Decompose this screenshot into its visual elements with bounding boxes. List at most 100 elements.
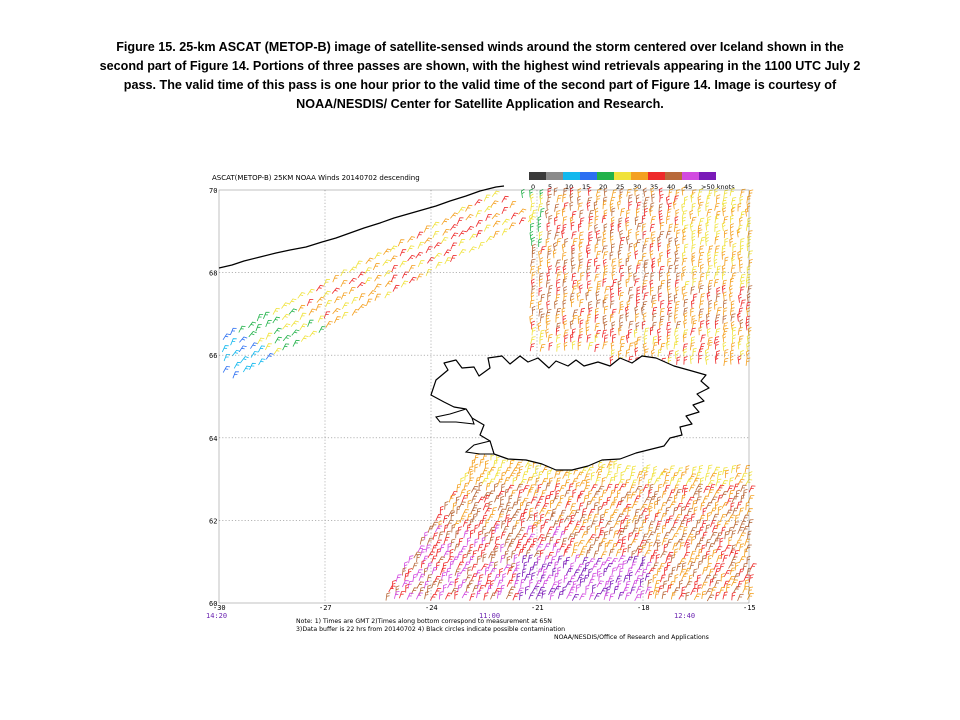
wind-barb xyxy=(272,316,280,324)
wind-barb xyxy=(663,532,671,540)
wind-barb xyxy=(538,231,543,240)
wind-barb xyxy=(512,476,517,486)
wind-barb xyxy=(548,342,553,351)
wind-barb xyxy=(613,530,619,539)
wind-barb xyxy=(556,224,561,234)
wind-barb xyxy=(708,189,714,198)
wind-barb xyxy=(506,532,514,540)
wind-barb xyxy=(400,280,409,288)
legend-swatch xyxy=(597,172,614,180)
wind-barb xyxy=(625,257,630,267)
wind-barb xyxy=(738,556,746,564)
wind-barb xyxy=(573,569,581,577)
wind-barb xyxy=(465,214,474,221)
wind-barb xyxy=(471,563,478,572)
wind-barb xyxy=(747,217,752,226)
wind-barb xyxy=(531,305,536,315)
wind-barb xyxy=(494,495,501,503)
wind-barb xyxy=(739,216,743,226)
wind-barb xyxy=(603,567,608,576)
wind-barb xyxy=(667,306,673,316)
wind-barb xyxy=(449,560,455,569)
wind-barb xyxy=(521,544,527,552)
wind-barb xyxy=(615,575,622,583)
wind-barb xyxy=(698,201,704,210)
wind-barb xyxy=(744,579,750,588)
wind-barb xyxy=(716,520,722,530)
wind-barb xyxy=(654,525,661,534)
wind-barb xyxy=(323,311,331,319)
wind-barb xyxy=(579,593,587,601)
wind-barb xyxy=(307,288,315,296)
wind-barb xyxy=(702,495,709,503)
wind-barb xyxy=(500,531,507,540)
wind-barb xyxy=(657,483,663,493)
wind-barb xyxy=(722,279,727,288)
wind-barb xyxy=(618,326,622,336)
wind-barb xyxy=(316,284,324,292)
wind-barb xyxy=(435,514,443,522)
wind-barb xyxy=(595,291,600,301)
wind-barb xyxy=(535,543,544,551)
wind-barb xyxy=(735,489,741,499)
wind-barb xyxy=(539,574,546,583)
wind-barb xyxy=(561,229,565,239)
wind-barb xyxy=(728,477,734,486)
wind-barb xyxy=(698,258,703,268)
wind-barb xyxy=(716,555,723,563)
wind-barb xyxy=(685,581,693,588)
wind-barb xyxy=(713,258,718,268)
wind-barb xyxy=(602,278,607,287)
wind-barb xyxy=(587,558,596,565)
wind-barb xyxy=(458,239,466,247)
wind-barb xyxy=(620,519,625,528)
wind-barb xyxy=(652,549,659,558)
wind-barb xyxy=(292,339,300,347)
wind-barb xyxy=(745,357,751,366)
wind-barb xyxy=(555,294,561,303)
wind-barb xyxy=(605,471,613,479)
wind-barb xyxy=(597,485,605,493)
wind-barb xyxy=(570,333,574,343)
wind-barb xyxy=(610,341,615,351)
wind-barb xyxy=(665,555,672,564)
wind-barb xyxy=(668,223,673,232)
wind-barb xyxy=(588,307,593,316)
wind-barb xyxy=(691,256,695,266)
wind-barb xyxy=(470,485,479,493)
wind-barb xyxy=(679,568,686,576)
wind-barb xyxy=(458,537,464,547)
wind-barb xyxy=(698,285,704,294)
wind-barb xyxy=(490,580,495,589)
wind-barb xyxy=(675,209,680,218)
wind-barb xyxy=(586,197,593,205)
wind-barb xyxy=(720,550,726,559)
wind-barb xyxy=(615,563,623,571)
wind-barb xyxy=(691,252,696,262)
wind-barb xyxy=(475,477,481,485)
wind-barb xyxy=(737,478,745,486)
wind-barb xyxy=(502,573,507,582)
wind-barb xyxy=(484,542,490,551)
wind-barb xyxy=(628,294,634,303)
wind-barb xyxy=(462,519,469,527)
wind-barb xyxy=(290,320,299,327)
wind-barb xyxy=(688,484,696,492)
wind-barb xyxy=(634,594,642,601)
wind-barb xyxy=(594,215,599,225)
wind-barb xyxy=(609,355,614,365)
wind-barb xyxy=(716,287,721,296)
wind-barb xyxy=(659,251,663,261)
wind-barb xyxy=(554,203,560,212)
wind-barb xyxy=(288,308,298,315)
wind-barb xyxy=(485,214,492,222)
wind-barb xyxy=(648,521,655,529)
wind-barb xyxy=(586,249,591,259)
wind-barb xyxy=(476,507,482,517)
iceland-landmass xyxy=(430,355,710,471)
wind-barb xyxy=(698,217,705,226)
wind-barb xyxy=(585,265,592,274)
wind-barb xyxy=(521,533,529,541)
wind-barb xyxy=(603,592,610,600)
wind-barb xyxy=(739,274,746,282)
